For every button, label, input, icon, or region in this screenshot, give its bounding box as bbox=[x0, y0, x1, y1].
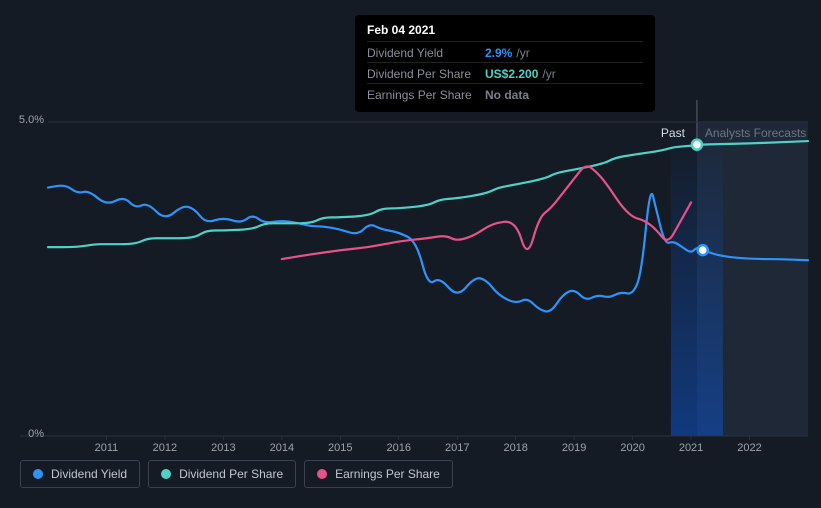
past-label: Past bbox=[661, 126, 685, 140]
legend-item-dividend-yield[interactable]: Dividend Yield bbox=[20, 460, 140, 488]
x-axis-label: 2013 bbox=[211, 442, 235, 454]
tooltip-date: Feb 04 2021 bbox=[367, 23, 643, 37]
chart-legend: Dividend Yield Dividend Per Share Earnings… bbox=[20, 460, 453, 488]
x-axis-label: 2016 bbox=[387, 442, 411, 454]
forecast-label: Analysts Forecasts bbox=[705, 126, 806, 140]
x-axis-label: 2022 bbox=[737, 442, 761, 454]
dividend-chart: Past Analysts Forecasts Feb 04 2021 Divi… bbox=[0, 0, 821, 508]
tooltip-row: Earnings Per ShareNo data bbox=[367, 83, 643, 104]
x-axis-label: 2019 bbox=[562, 442, 586, 454]
tooltip-row-value: No data bbox=[485, 86, 529, 104]
legend-label: Dividend Per Share bbox=[179, 467, 283, 481]
x-axis-label: 2018 bbox=[503, 442, 527, 454]
y-axis-label: 5.0% bbox=[19, 114, 44, 126]
tooltip-row-value: US$2.200 bbox=[485, 65, 538, 83]
legend-label: Dividend Yield bbox=[51, 467, 127, 481]
x-axis-label: 2017 bbox=[445, 442, 469, 454]
y-axis-label: 0% bbox=[28, 428, 44, 440]
x-axis-label: 2015 bbox=[328, 442, 352, 454]
chart-tooltip: Feb 04 2021 Dividend Yield2.9%/yrDividen… bbox=[355, 15, 655, 112]
tooltip-row-suffix: /yr bbox=[516, 44, 529, 62]
tooltip-row-label: Dividend Per Share bbox=[367, 65, 485, 83]
x-axis-label: 2011 bbox=[95, 442, 119, 454]
legend-label: Earnings Per Share bbox=[335, 467, 440, 481]
legend-dot bbox=[317, 469, 327, 479]
tooltip-row: Dividend Per ShareUS$2.200/yr bbox=[367, 62, 643, 83]
tooltip-row-suffix: /yr bbox=[542, 65, 555, 83]
tooltip-row: Dividend Yield2.9% /yr bbox=[367, 41, 643, 62]
legend-dot bbox=[33, 469, 43, 479]
x-axis-label: 2020 bbox=[620, 442, 644, 454]
legend-dot bbox=[161, 469, 171, 479]
legend-item-earnings-per-share[interactable]: Earnings Per Share bbox=[304, 460, 453, 488]
tooltip-row-label: Dividend Yield bbox=[367, 44, 485, 62]
legend-item-dividend-per-share[interactable]: Dividend Per Share bbox=[148, 460, 296, 488]
tooltip-row-label: Earnings Per Share bbox=[367, 86, 485, 104]
x-axis-label: 2021 bbox=[679, 442, 703, 454]
tooltip-row-value: 2.9% bbox=[485, 44, 512, 62]
x-axis-label: 2012 bbox=[153, 442, 177, 454]
x-axis-label: 2014 bbox=[270, 442, 294, 454]
